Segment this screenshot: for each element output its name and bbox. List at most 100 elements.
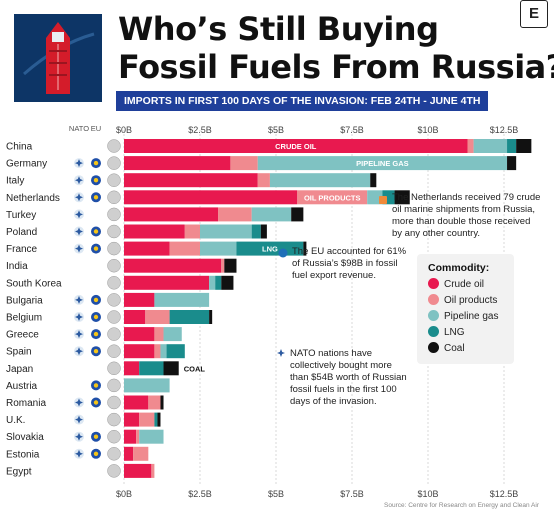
- bar-china-coal: [516, 139, 532, 153]
- subtitle-banner: IMPORTS IN FIRST 100 DAYS OF THE INVASIO…: [116, 91, 489, 111]
- nato-star-icon: [75, 193, 83, 202]
- flag-icon-spain: [107, 344, 121, 358]
- eu-note: The EU accounted for 61% of Russia’s $98…: [292, 246, 410, 282]
- x-tick-label-bottom: $10B: [417, 489, 438, 499]
- tanker-ship-image: [14, 14, 102, 102]
- bar-india-coal: [224, 258, 237, 273]
- nato-star-icon: [75, 313, 83, 321]
- nato-star-icon: [75, 398, 83, 407]
- title-line-1: Who’s Still Buying: [118, 10, 439, 48]
- country-label-south-korea: South Korea: [6, 278, 62, 289]
- bar-belgium-crude-oil: [124, 310, 146, 324]
- country-label-slovakia: Slovakia: [6, 432, 44, 443]
- flag-icon-china: [107, 139, 121, 153]
- bar-bulgaria-pipeline-gas: [154, 292, 210, 307]
- bar-belgium-oil-products: [145, 310, 170, 324]
- bar-france-oil-products: [169, 241, 200, 256]
- flag-icon-bulgaria: [107, 293, 121, 307]
- country-label-bulgaria: Bulgaria: [6, 295, 43, 306]
- bar-label-oil-products: OIL PRODUCTS: [304, 193, 361, 202]
- brand-logo: E: [520, 0, 548, 28]
- bar-romania-oil-products: [148, 395, 161, 410]
- eu-stars-icon: [93, 195, 99, 200]
- bar-poland-oil-products: [184, 224, 200, 239]
- flag-icon-india: [107, 258, 121, 273]
- bar-poland-crude-oil: [124, 224, 185, 239]
- legend-label: Pipeline gas: [444, 311, 499, 322]
- bar-egypt-oil-products: [151, 463, 155, 478]
- legend-swatch: [428, 310, 439, 321]
- bar-turkey-oil-products: [218, 207, 252, 222]
- x-tick-label-top: $10B: [417, 125, 438, 135]
- bar-china-lng: [507, 139, 517, 153]
- country-label-japan: Japan: [6, 364, 33, 375]
- nato-star-icon: [75, 330, 83, 339]
- flag-icon-slovakia: [107, 429, 121, 444]
- note-text: The EU accounted for 61% of Russia’s $98…: [292, 246, 407, 281]
- bar-belgium-lng: [169, 310, 210, 324]
- bar-u-k-oil-products: [139, 412, 155, 427]
- nato-star-icon: [75, 210, 83, 219]
- bar-poland-coal: [260, 224, 267, 239]
- bar-france-coal: [303, 241, 307, 256]
- flag-icon-greece: [107, 327, 121, 341]
- country-label-germany: Germany: [6, 159, 47, 170]
- nato-star-icon: [75, 176, 83, 185]
- flag-icon-belgium: [107, 310, 121, 324]
- bar-poland-pipeline-gas: [200, 224, 252, 239]
- x-tick-label-top: $12.5B: [490, 125, 519, 135]
- legend-swatch: [428, 294, 439, 305]
- legend-item-pipeline-gas: Pipeline gas: [428, 310, 498, 324]
- legend-item-lng: LNG: [428, 326, 465, 340]
- bar-slovakia-crude-oil: [124, 429, 137, 444]
- eu-stars-icon: [93, 314, 99, 320]
- flag-icon-poland: [107, 224, 121, 239]
- bar-germany-crude-oil: [124, 156, 231, 171]
- flag-icon-japan: [107, 361, 121, 376]
- bar-italy-coal: [370, 173, 377, 188]
- legend-label: Coal: [444, 343, 465, 354]
- bar-label-lng: LNG: [262, 245, 278, 254]
- country-label-italy: Italy: [6, 176, 24, 187]
- bar-estonia-crude-oil: [124, 446, 134, 461]
- country-label-spain: Spain: [6, 347, 32, 358]
- country-label-india: India: [6, 261, 28, 272]
- country-label-estonia: Estonia: [6, 449, 40, 460]
- nato-star-icon: [75, 244, 83, 253]
- nato-star-icon: [75, 449, 83, 458]
- bar-japan-lng: [139, 361, 164, 376]
- x-tick-label-bottom: $7.5B: [340, 489, 364, 499]
- x-tick-label-bottom: $2.5B: [188, 489, 212, 499]
- nato-star-icon: [75, 159, 83, 168]
- x-tick-label-top: $2.5B: [188, 125, 212, 135]
- nato-star-icon: [75, 432, 83, 441]
- bar-slovakia-pipeline-gas: [139, 429, 164, 444]
- legend-swatch: [428, 326, 439, 337]
- title-line-2: Fossil Fuels From Russia?: [118, 48, 554, 86]
- eu-stars-icon: [93, 451, 99, 456]
- country-label-poland: Poland: [6, 227, 37, 238]
- bar-label-coal: COAL: [184, 364, 206, 373]
- bar-india-oil-products: [221, 258, 225, 273]
- bar-slovakia-oil-products: [136, 429, 140, 444]
- eu-stars-icon: [93, 383, 99, 388]
- bar-spain-crude-oil: [124, 344, 155, 359]
- eu-stars-icon: [93, 246, 99, 251]
- legend-label: LNG: [444, 327, 465, 338]
- source-note: Source: Centre for Research on Energy an…: [384, 502, 540, 509]
- bar-greece-crude-oil: [124, 327, 155, 342]
- bar-belgium-coal: [209, 310, 213, 324]
- bar-germany-oil-products: [230, 156, 258, 171]
- bar-france-crude-oil: [124, 241, 170, 256]
- nato-column-header: NATO: [69, 124, 89, 133]
- country-label-u-k: U.K.: [6, 415, 25, 426]
- x-tick-label-bottom: $12.5B: [490, 489, 519, 499]
- flag-icon-germany: [107, 156, 121, 170]
- flag-icon-turkey: [107, 207, 121, 222]
- page-title: Who’s Still Buying Fossil Fuels From Rus…: [118, 10, 554, 86]
- nato-marker-icon: [277, 349, 285, 357]
- bar-netherlands-coal: [394, 190, 410, 205]
- flag-icon-italy: [107, 173, 121, 187]
- bar-greece-oil-products: [154, 327, 164, 342]
- note-text: NATO nations have collectively bought mo…: [290, 348, 407, 407]
